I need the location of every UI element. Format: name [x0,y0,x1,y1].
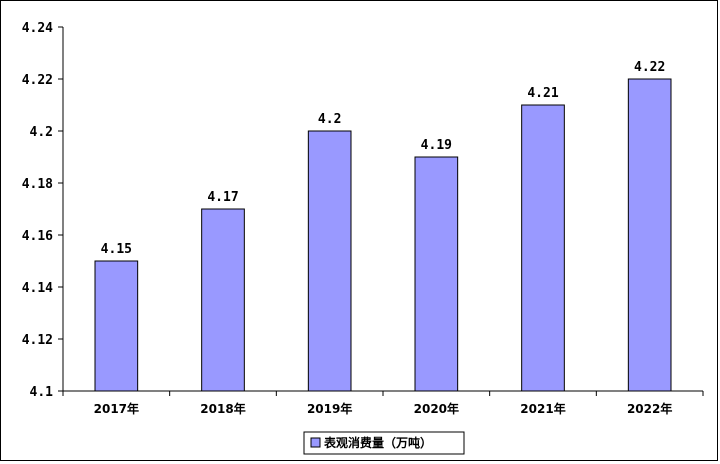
x-tick-label: 2017年 [94,401,139,416]
legend-label: 表观消费量（万吨） [323,435,432,450]
data-labels: 4.15 4.17 4.2 4.19 4.21 4.22 [101,60,666,257]
legend-box [303,431,465,455]
bar [94,260,139,392]
y-tick-label: 4.2 [30,125,53,140]
data-label: 4.17 [207,190,238,205]
bar [414,156,459,392]
y-tick-label: 4.14 [22,281,53,296]
bar [627,78,672,392]
y-tick-label: 4.16 [22,229,53,244]
y-tick-label: 4.12 [22,333,53,348]
bars [94,78,672,392]
legend-swatch [310,437,321,448]
y-axis: 4.1 4.12 4.14 4.16 4.18 4.2 4.22 4.24 [22,21,64,400]
x-tick-label: 2019年 [307,401,352,416]
data-label: 4.19 [421,138,452,153]
data-label: 4.2 [318,112,341,127]
legend: 表观消费量（万吨） [303,431,465,455]
x-axis: 2017年 2018年 2019年 2020年 2021年 2022年 [62,390,704,416]
x-tick-label: 2022年 [627,401,672,416]
y-tick-label: 4.1 [30,385,54,400]
bar [201,208,245,392]
y-tick-label: 4.24 [22,21,53,36]
y-tick-label: 4.22 [22,73,53,88]
x-tick-label: 2018年 [200,401,245,416]
bar [307,130,352,392]
data-label: 4.15 [101,242,132,257]
y-tick-label: 4.18 [22,177,53,192]
data-label: 4.21 [527,86,558,101]
x-tick-label: 2021年 [520,401,565,416]
x-tick-label: 2020年 [414,401,459,416]
bar [521,104,565,392]
data-label: 4.22 [634,60,665,75]
